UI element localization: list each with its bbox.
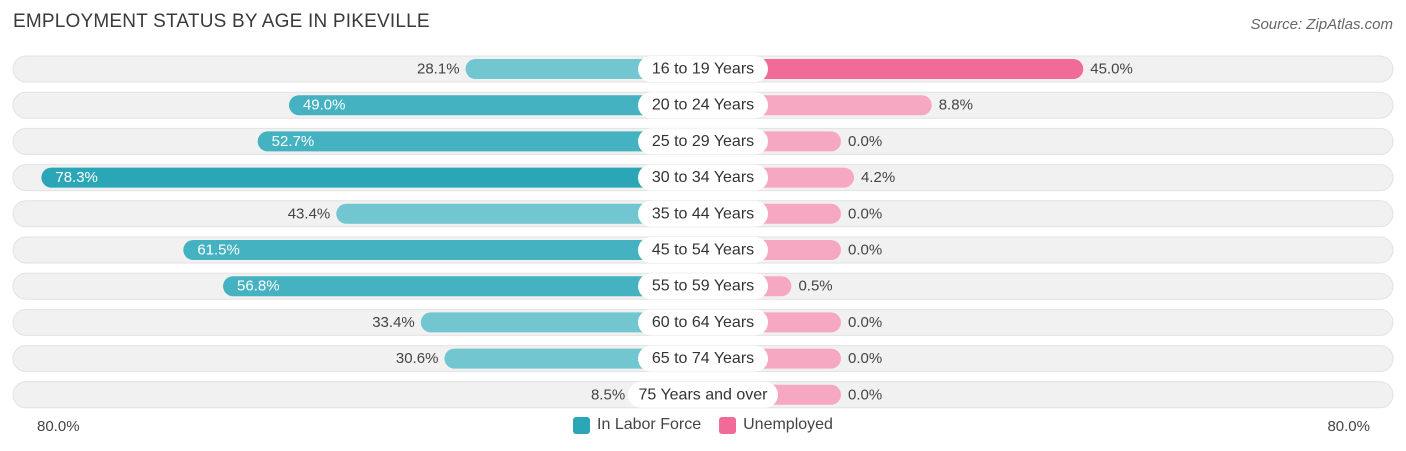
legend-label-labor: In Labor Force bbox=[597, 416, 702, 433]
unemployed-value-label: 0.0% bbox=[848, 350, 882, 367]
category-label: 16 to 19 Years bbox=[652, 61, 754, 78]
unemployed-value-label: 0.5% bbox=[798, 278, 832, 295]
labor-value-label: 43.4% bbox=[288, 205, 331, 222]
labor-value-label: 56.8% bbox=[237, 278, 280, 295]
axis-right-label: 80.0% bbox=[1327, 418, 1370, 435]
labor-bar[interactable] bbox=[257, 131, 703, 152]
labor-bar[interactable] bbox=[420, 312, 703, 333]
category-label: 75 Years and over bbox=[639, 386, 769, 403]
category-pill bbox=[638, 273, 768, 300]
category-label: 35 to 44 Years bbox=[652, 205, 754, 222]
legend-label-unemployed: Unemployed bbox=[743, 416, 833, 433]
labor-bar[interactable] bbox=[288, 95, 703, 116]
labor-bar[interactable] bbox=[41, 167, 704, 188]
labor-bar[interactable] bbox=[183, 240, 703, 260]
category-pill bbox=[638, 237, 768, 263]
unemployed-value-label: 0.0% bbox=[848, 242, 882, 259]
legend-swatch-labor bbox=[573, 416, 591, 434]
category-pill bbox=[638, 200, 768, 227]
category-pill bbox=[628, 381, 778, 408]
category-label: 45 to 54 Years bbox=[652, 242, 754, 259]
source-credit: Source: ZipAtlas.com bbox=[1250, 16, 1393, 33]
category-label: 30 to 34 Years bbox=[652, 169, 754, 186]
labor-bar[interactable] bbox=[223, 276, 704, 297]
labor-bar[interactable] bbox=[336, 203, 703, 224]
category-pill bbox=[638, 128, 768, 155]
unemployed-value-label: 45.0% bbox=[1090, 61, 1133, 78]
category-label: 20 to 24 Years bbox=[652, 97, 754, 114]
unemployed-value-label: 0.0% bbox=[848, 386, 882, 403]
legend-item-labor[interactable]: In Labor Force bbox=[573, 416, 701, 434]
axis-left-label: 80.0% bbox=[37, 418, 80, 435]
labor-value-label: 49.0% bbox=[303, 97, 346, 114]
category-pill bbox=[638, 56, 768, 82]
category-pill bbox=[638, 345, 768, 372]
labor-value-label: 52.7% bbox=[272, 133, 315, 150]
unemployed-value-label: 0.0% bbox=[848, 133, 882, 150]
labor-bar[interactable] bbox=[444, 348, 703, 369]
unemployed-value-label: 0.0% bbox=[848, 205, 882, 222]
category-label: 55 to 59 Years bbox=[652, 278, 754, 295]
category-label: 65 to 74 Years bbox=[652, 350, 754, 367]
unemployed-value-label: 4.2% bbox=[861, 169, 895, 186]
category-label: 60 to 64 Years bbox=[652, 314, 754, 331]
labor-value-label: 28.1% bbox=[417, 61, 460, 78]
unemployed-value-label: 8.8% bbox=[939, 97, 973, 114]
labor-value-label: 33.4% bbox=[372, 314, 415, 331]
labor-value-label: 8.5% bbox=[591, 386, 625, 403]
category-pill bbox=[638, 309, 768, 336]
unemployed-bar[interactable] bbox=[703, 59, 1084, 79]
legend-item-unemployed[interactable]: Unemployed bbox=[719, 416, 833, 434]
legend: In Labor Force Unemployed bbox=[0, 416, 1406, 434]
labor-value-label: 78.3% bbox=[55, 169, 98, 186]
category-label: 25 to 29 Years bbox=[652, 133, 754, 150]
labor-value-label: 61.5% bbox=[197, 242, 240, 259]
category-pill bbox=[638, 164, 768, 191]
labor-value-label: 30.6% bbox=[396, 350, 439, 367]
category-pill bbox=[638, 92, 768, 119]
chart-title: EMPLOYMENT STATUS BY AGE IN PIKEVILLE bbox=[13, 11, 430, 32]
legend-swatch-unemployed bbox=[719, 416, 737, 434]
unemployed-value-label: 0.0% bbox=[848, 314, 882, 331]
